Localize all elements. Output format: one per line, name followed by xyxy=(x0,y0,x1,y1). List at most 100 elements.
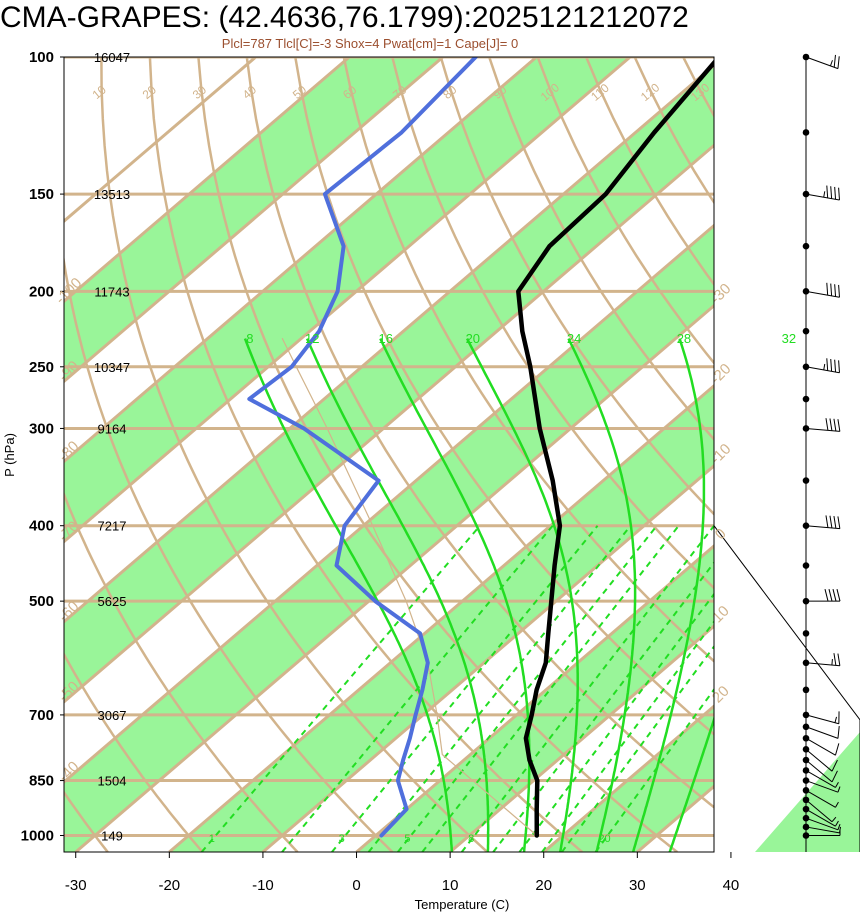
wind-barb xyxy=(806,589,841,602)
height-label: 1504 xyxy=(98,774,127,789)
wind-level-dot xyxy=(802,395,810,403)
height-label: 149 xyxy=(101,829,123,844)
height-label: 11743 xyxy=(94,284,129,299)
wind-barb-shaft xyxy=(805,662,840,667)
wind-barb-flag xyxy=(830,186,833,199)
wind-barb-flag xyxy=(829,418,833,431)
wind-barb xyxy=(805,780,841,793)
temperature-tick-label: 0 xyxy=(352,877,360,894)
dry-adiabat xyxy=(829,57,860,852)
isotherm xyxy=(64,57,444,384)
wind-barb-shaft xyxy=(805,56,839,70)
height-label: 13513 xyxy=(94,187,130,202)
dry-adiabat xyxy=(64,651,204,852)
temperature-tick-label: 30 xyxy=(629,877,646,894)
pressure-tick-label: 100 xyxy=(29,49,54,66)
dry-adiabat xyxy=(148,57,584,852)
wind-barb-half-flag xyxy=(835,782,839,788)
isotherm xyxy=(64,57,351,304)
wind-barb-shaft xyxy=(805,714,839,725)
wind-barb xyxy=(805,185,840,201)
isotherm xyxy=(449,624,714,852)
mixing-ratio-line xyxy=(397,525,658,852)
wind-barb xyxy=(805,737,840,756)
wind-barb-half-flag xyxy=(837,786,841,793)
wind-barb-flag xyxy=(825,418,829,431)
wind-barb-flag xyxy=(826,185,829,198)
dry-adiabat xyxy=(439,57,714,516)
moist-adiabat xyxy=(668,715,714,852)
pressure-tick-label: 250 xyxy=(29,359,54,376)
moist-adiabat xyxy=(631,338,706,852)
moist-adiabat-label: 28 xyxy=(677,331,691,346)
dry-adiabat-label: 10 xyxy=(90,82,109,102)
mixing-ratio-label: 5 xyxy=(404,833,410,845)
mixing-ratio-line xyxy=(460,525,714,852)
wind-barb-shaft xyxy=(805,817,839,831)
wind-barb-flag xyxy=(829,515,833,529)
wind-barb-shaft xyxy=(805,193,840,201)
mixing-ratio-line xyxy=(281,525,554,852)
mixing-ratio-label: 1 xyxy=(209,833,215,845)
mixing-ratio-line xyxy=(561,644,714,852)
wind-barb-half-flag xyxy=(838,826,842,833)
pressure-tick-label: 850 xyxy=(29,773,54,790)
y-axis-label: P (hPa) xyxy=(2,433,17,477)
height-label: 10347 xyxy=(94,360,130,375)
dry-adiabat xyxy=(342,57,714,663)
wind-barb-shaft xyxy=(805,770,836,788)
temperature-tick-label: 10 xyxy=(442,877,459,894)
isotherm xyxy=(355,544,714,852)
height-label: 7217 xyxy=(98,519,127,534)
isotherm xyxy=(168,383,714,852)
wind-barb-shaft xyxy=(805,427,840,432)
pressure-tick-label: 200 xyxy=(29,283,54,300)
mixing-ratio-label: 20 xyxy=(598,833,610,845)
wind-barb xyxy=(805,653,841,667)
wind-barb-shaft xyxy=(805,525,840,530)
dry-adiabat xyxy=(64,254,394,852)
wind-barb-flag xyxy=(838,284,840,298)
pressure-tick-label: 400 xyxy=(29,518,54,535)
moist-adiabat xyxy=(305,338,490,852)
dry-adiabat-label: 40 xyxy=(240,82,259,102)
wind-barb xyxy=(805,759,838,783)
wind-barb-half-flag xyxy=(837,823,841,830)
wind-barb-shaft xyxy=(805,737,836,756)
pressure-tick-label: 150 xyxy=(29,186,54,203)
dry-adiabat xyxy=(391,57,714,590)
dry-adiabat xyxy=(64,790,109,852)
wind-barb-half-flag xyxy=(834,716,838,723)
dry-adiabat xyxy=(245,57,714,809)
plot-border xyxy=(63,56,715,853)
mixing-ratio-line xyxy=(518,592,714,852)
wind-barb-flag xyxy=(824,589,829,602)
wind-barb-flag xyxy=(833,418,837,432)
wind-barb xyxy=(805,54,840,70)
wind-barb-flag xyxy=(838,360,840,373)
dewpoint-profile-line xyxy=(247,57,478,838)
dry-adiabat-label: 80 xyxy=(440,82,459,102)
wind-barb-shaft xyxy=(805,759,833,783)
wind-level-dot xyxy=(802,477,810,484)
wind-barb-flag xyxy=(837,419,841,432)
wind-level-dot xyxy=(802,129,810,136)
wind-barb-flag xyxy=(837,56,840,69)
isotherm-label: -20 xyxy=(707,360,734,387)
isotherm xyxy=(731,57,860,852)
wind-barb-flag xyxy=(837,653,841,666)
wind-barb-flag xyxy=(834,743,840,756)
wind-barb-half-flag xyxy=(835,820,839,827)
pressure-tick-label: 700 xyxy=(29,707,54,724)
wind-barb-shaft xyxy=(805,799,833,823)
height-label: 3067 xyxy=(98,708,127,723)
wind-barb-flag xyxy=(833,54,836,68)
wind-barbs xyxy=(802,53,842,852)
chart-title: CMA-GRAPES: (42.4636,76.1799):2025121212… xyxy=(0,1,689,34)
mixing-ratio-line xyxy=(200,525,481,852)
dry-adiabat xyxy=(780,57,860,852)
background-grid xyxy=(64,57,860,852)
isotherm xyxy=(64,223,714,784)
wind-barb-flag xyxy=(838,187,840,201)
